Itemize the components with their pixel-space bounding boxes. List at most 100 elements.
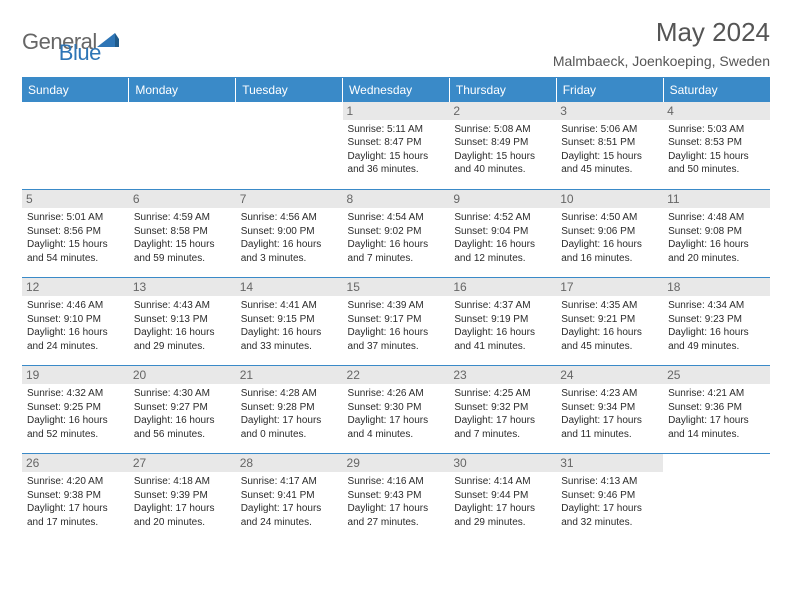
daylight-text: Daylight: 16 hours and 7 minutes. — [348, 238, 445, 265]
sunset-text: Sunset: 9:38 PM — [27, 489, 124, 503]
day-header: Thursday — [449, 78, 556, 102]
sunrise-text: Sunrise: 4:37 AM — [454, 299, 551, 313]
sunrise-text: Sunrise: 4:21 AM — [668, 387, 765, 401]
daylight-text: Daylight: 15 hours and 36 minutes. — [348, 150, 445, 177]
day-number: 13 — [129, 278, 236, 296]
calendar-day-cell: 6Sunrise: 4:59 AMSunset: 8:58 PMDaylight… — [129, 190, 236, 278]
daylight-text: Daylight: 16 hours and 41 minutes. — [454, 326, 551, 353]
sunset-text: Sunset: 9:02 PM — [348, 225, 445, 239]
sunset-text: Sunset: 9:43 PM — [348, 489, 445, 503]
daylight-text: Daylight: 17 hours and 7 minutes. — [454, 414, 551, 441]
sunset-text: Sunset: 9:06 PM — [561, 225, 658, 239]
calendar-day-cell: 23Sunrise: 4:25 AMSunset: 9:32 PMDayligh… — [449, 366, 556, 454]
daylight-text: Daylight: 17 hours and 24 minutes. — [241, 502, 338, 529]
calendar-day-cell: 10Sunrise: 4:50 AMSunset: 9:06 PMDayligh… — [556, 190, 663, 278]
calendar-day-cell: 18Sunrise: 4:34 AMSunset: 9:23 PMDayligh… — [663, 278, 770, 366]
day-number: 7 — [236, 190, 343, 208]
calendar-day-cell: 17Sunrise: 4:35 AMSunset: 9:21 PMDayligh… — [556, 278, 663, 366]
daylight-text: Daylight: 17 hours and 0 minutes. — [241, 414, 338, 441]
calendar-day-cell: 30Sunrise: 4:14 AMSunset: 9:44 PMDayligh… — [449, 454, 556, 542]
calendar-week-row: 26 Sunrise: 4:20 AMSunset: 9:38 PM Dayligh… — [22, 454, 770, 542]
day-number: 9 — [449, 190, 556, 208]
sunrise-text: Sunrise: 4:20 AM — [27, 475, 124, 489]
daylight-text: Daylight: 16 hours and 24 minutes. — [27, 326, 124, 353]
day-number: 5 — [22, 190, 129, 208]
day-number: 29 — [343, 454, 450, 472]
day-number: 8 — [343, 190, 450, 208]
sunset-text: Sunset: 9:32 PM — [454, 401, 551, 415]
calendar-day-cell: 19Sunrise: 4:32 AMSunset: 9:25 PMDayligh… — [22, 366, 129, 454]
sunrise-text: Sunrise: 4:18 AM — [134, 475, 231, 489]
day-number: 26 — [22, 454, 129, 472]
sunrise-text: Sunrise: 5:03 AM — [668, 123, 765, 137]
day-number: 14 — [236, 278, 343, 296]
sunset-text: Sunset: 8:47 PM — [348, 136, 445, 150]
sunset-text: Sunset: 9:28 PM — [241, 401, 338, 415]
sunset-text: Sunset: 8:58 PM — [134, 225, 231, 239]
day-number: 2 — [449, 102, 556, 120]
calendar-day-cell: 22Sunrise: 4:26 AMSunset: 9:30 PMDayligh… — [343, 366, 450, 454]
sunset-text: Sunset: 8:56 PM — [27, 225, 124, 239]
daylight-text: Daylight: 16 hours and 29 minutes. — [134, 326, 231, 353]
day-number: 20 — [129, 366, 236, 384]
day-number — [22, 102, 129, 120]
sunrise-text: Sunrise: 4:48 AM — [668, 211, 765, 225]
day-number: 11 — [663, 190, 770, 208]
sunset-text: Sunset: 9:44 PM — [454, 489, 551, 503]
sunset-text: Sunset: 9:30 PM — [348, 401, 445, 415]
calendar-day-cell: 8Sunrise: 4:54 AMSunset: 9:02 PMDaylight… — [343, 190, 450, 278]
calendar-day-cell: 29Sunrise: 4:16 AMSunset: 9:43 PMDayligh… — [343, 454, 450, 542]
day-header: Monday — [129, 78, 236, 102]
sunset-text: Sunset: 9:39 PM — [134, 489, 231, 503]
day-number — [663, 454, 770, 472]
sunset-text: Sunset: 9:41 PM — [241, 489, 338, 503]
day-number: 31 — [556, 454, 663, 472]
calendar-day-cell — [129, 102, 236, 190]
calendar-day-cell: 21 Sunrise: 4:28 AMSunset: 9:28 PMDayligh… — [236, 366, 343, 454]
daylight-text: Daylight: 15 hours and 59 minutes. — [134, 238, 231, 265]
day-header: Tuesday — [236, 78, 343, 102]
calendar-day-cell: 15Sunrise: 4:39 AMSunset: 9:17 PMDayligh… — [343, 278, 450, 366]
sunrise-text: Sunrise: 4:34 AM — [668, 299, 765, 313]
day-number — [129, 102, 236, 120]
sunset-text: Sunset: 9:36 PM — [668, 401, 765, 415]
calendar-day-cell: 14Sunrise: 4:41 AMSunset: 9:15 PMDayligh… — [236, 278, 343, 366]
day-number — [236, 102, 343, 120]
location-text: Malmbaeck, Joenkoeping, Sweden — [553, 53, 770, 69]
daylight-text: Daylight: 16 hours and 37 minutes. — [348, 326, 445, 353]
sunset-text: Sunset: 9:19 PM — [454, 313, 551, 327]
sunrise-text: Sunrise: 4:52 AM — [454, 211, 551, 225]
calendar-day-cell: 9Sunrise: 4:52 AMSunset: 9:04 PMDaylight… — [449, 190, 556, 278]
day-number: 28 — [236, 454, 343, 472]
sunrise-text: Sunrise: 4:28 AM — [241, 387, 338, 401]
day-header: Sunday — [22, 78, 129, 102]
daylight-text: Daylight: 17 hours and 11 minutes. — [561, 414, 658, 441]
daylight-text: Daylight: 15 hours and 50 minutes. — [668, 150, 765, 177]
calendar-day-cell: 31Sunrise: 4:13 AMSunset: 9:46 PMDayligh… — [556, 454, 663, 542]
sunset-text: Sunset: 8:51 PM — [561, 136, 658, 150]
calendar-day-cell — [22, 102, 129, 190]
day-number: 25 — [663, 366, 770, 384]
sunset-text: Sunset: 9:15 PM — [241, 313, 338, 327]
daylight-text: Daylight: 16 hours and 3 minutes. — [241, 238, 338, 265]
daylight-text: Daylight: 16 hours and 20 minutes. — [668, 238, 765, 265]
day-number: 21 — [236, 366, 343, 384]
calendar-day-cell: 1Sunrise: 5:11 AMSunset: 8:47 PMDaylight… — [343, 102, 450, 190]
sunrise-text: Sunrise: 4:59 AM — [134, 211, 231, 225]
calendar-day-cell: 27Sunrise: 4:18 AMSunset: 9:39 PMDayligh… — [129, 454, 236, 542]
calendar-week-row: 19Sunrise: 4:32 AMSunset: 9:25 PMDayligh… — [22, 366, 770, 454]
calendar-day-cell — [663, 454, 770, 542]
sunrise-text: Sunrise: 4:39 AM — [348, 299, 445, 313]
calendar-day-cell: 13Sunrise: 4:43 AMSunset: 9:13 PMDayligh… — [129, 278, 236, 366]
day-number: 27 — [129, 454, 236, 472]
day-number: 12 — [22, 278, 129, 296]
day-number: 10 — [556, 190, 663, 208]
sunrise-text: Sunrise: 4:14 AM — [454, 475, 551, 489]
calendar-day-cell: 26Sunrise: 4:20 AMSunset: 9:38 PMDayligh… — [22, 454, 129, 542]
sunrise-text: Sunrise: 5:08 AM — [454, 123, 551, 137]
day-number: 24 — [556, 366, 663, 384]
calendar-day-cell: 12Sunrise: 4:46 AMSunset: 9:10 PMDayligh… — [22, 278, 129, 366]
sunrise-text: Sunrise: 4:26 AM — [348, 387, 445, 401]
day-number: 4 — [663, 102, 770, 120]
calendar-day-cell — [236, 102, 343, 190]
